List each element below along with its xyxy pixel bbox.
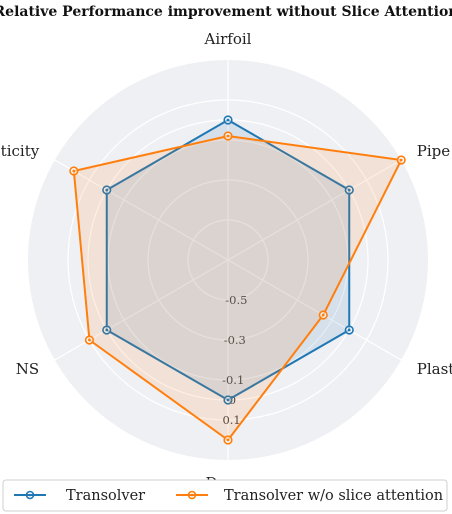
- radial-tick-label: -0.5: [225, 293, 247, 307]
- axis-label-ns: NS: [16, 360, 39, 378]
- chart-title: Relative Performance improvement without…: [0, 4, 452, 20]
- spoke-elasticity: [54, 159, 229, 261]
- axis-label-elasticity: Elasticity: [0, 142, 40, 160]
- radial-tick-label: -0.1: [222, 373, 244, 387]
- legend: Transolver Transolver w/o slice attentio…: [2, 479, 448, 512]
- series-fill-transolver-w-o-slice-attention: [73, 136, 402, 440]
- spoke-pipe: [227, 159, 402, 261]
- data-point-center-transolver-pipe: [347, 188, 351, 192]
- data-point-center-transolver-airfoil: [226, 118, 230, 122]
- data-point-center-transolver-w-o-slice-attention-pipe: [399, 158, 403, 162]
- radial-tick-label: 0.1: [222, 413, 240, 427]
- axis-label-pipe: Pipe: [417, 142, 450, 160]
- axis-label-airfoil: Airfoil: [204, 30, 252, 48]
- data-point-center-transolver-elasticity: [105, 188, 109, 192]
- data-point-center-transolver-darcy: [226, 398, 230, 402]
- data-point-center-transolver-w-o-slice-attention-plasticity: [321, 313, 325, 317]
- radial-tick-label: -0.3: [224, 333, 246, 347]
- legend-marker-transolver: [25, 490, 35, 500]
- data-point-center-transolver-ns: [105, 328, 109, 332]
- data-point-center-transolver-w-o-slice-attention-airfoil: [226, 134, 230, 138]
- spoke-ns: [54, 259, 229, 361]
- data-point-center-transolver-w-o-slice-attention-ns: [88, 338, 91, 342]
- series-fill-transolver: [106, 120, 350, 400]
- radar-series: [69, 115, 406, 445]
- legend-item-transolver-wo-slice: Transolver w/o slice attention: [176, 488, 443, 504]
- axis-label-plasticity: Plasticity: [417, 360, 452, 378]
- legend-box: [2, 479, 448, 512]
- legend-marker-transolver-wo-slice: [187, 490, 197, 500]
- legend-marker-dot-transolver: [28, 493, 32, 497]
- legend-marker-dot-transolver-wo-slice: [190, 493, 194, 497]
- legend-label-transolver: Transolver: [66, 488, 145, 504]
- data-point-center-transolver-w-o-slice-attention-elasticity: [72, 169, 76, 173]
- legend-item-transolver: Transolver: [14, 488, 145, 504]
- legend-label-transolver-wo-slice: Transolver w/o slice attention: [224, 488, 443, 504]
- data-point-center-transolver-plasticity: [347, 328, 351, 332]
- data-point-center-transolver-w-o-slice-attention-darcy: [226, 438, 230, 442]
- spoke-plasticity: [227, 259, 402, 361]
